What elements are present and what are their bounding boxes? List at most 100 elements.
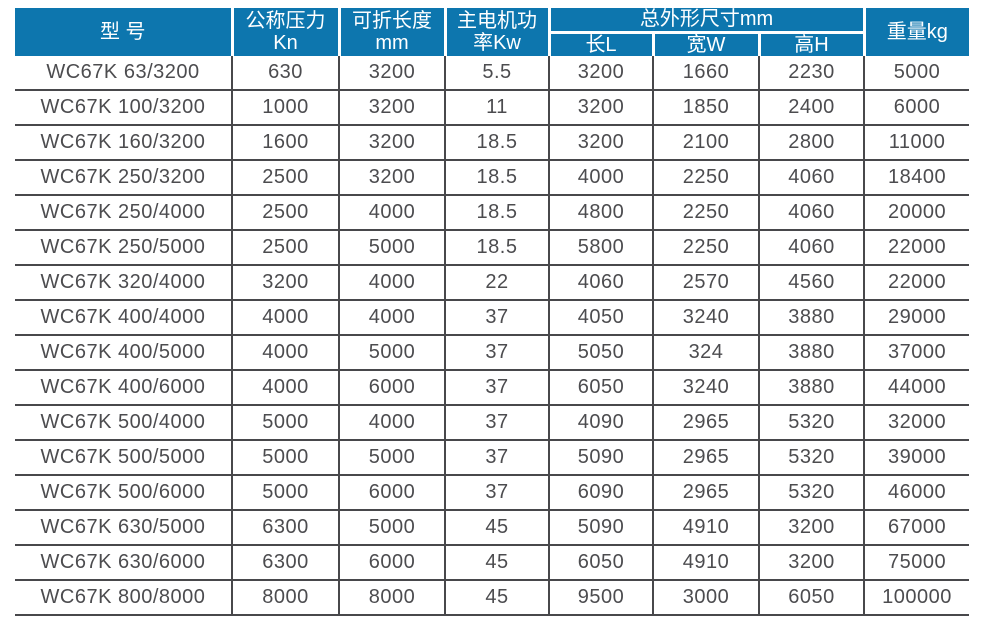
cell-dim-l: 3200 [548, 55, 654, 91]
spec-table-container: 型 号 公称压力 Kn 可折长度 mm 主电机功 率Kw 总外形尺寸mm 重量k… [15, 8, 970, 616]
cell-dim-l: 4050 [548, 298, 654, 336]
cell-weight: 22000 [863, 263, 970, 301]
cell-length: 4000 [338, 193, 446, 231]
cell-weight: 18400 [863, 158, 970, 196]
cell-model: WC67K 630/6000 [15, 543, 233, 581]
cell-length: 3200 [338, 158, 446, 196]
col-header-dim-l: 长L [547, 32, 653, 56]
cell-weight: 44000 [863, 368, 970, 406]
cell-dim-l: 4800 [548, 193, 654, 231]
cell-weight: 75000 [863, 543, 970, 581]
cell-pressure: 3200 [231, 263, 340, 301]
cell-dim-h: 4560 [757, 263, 866, 301]
cell-model: WC67K 400/6000 [15, 368, 233, 406]
cell-weight: 29000 [863, 298, 970, 336]
cell-pressure: 6300 [231, 508, 340, 546]
cell-dim-w: 2965 [652, 403, 760, 441]
cell-weight: 37000 [863, 333, 970, 371]
cell-power: 37 [444, 403, 550, 441]
cell-model: WC67K 250/4000 [15, 193, 233, 231]
col-header-power-line1: 主电机功 [457, 9, 537, 32]
cell-power: 37 [444, 298, 550, 336]
cell-dim-w: 324 [652, 333, 760, 371]
col-header-dim-h: 高H [757, 32, 865, 56]
cell-dim-h: 5320 [757, 438, 866, 476]
cell-power: 18.5 [444, 123, 550, 161]
cell-power: 45 [444, 543, 550, 581]
cell-dim-h: 5320 [757, 403, 866, 441]
cell-pressure: 630 [231, 55, 340, 91]
cell-model: WC67K 630/5000 [15, 508, 233, 546]
cell-dim-l: 3200 [548, 88, 654, 126]
cell-pressure: 4000 [231, 368, 340, 406]
cell-weight: 39000 [863, 438, 970, 476]
cell-length: 6000 [338, 543, 446, 581]
cell-length: 5000 [338, 228, 446, 266]
table-body: WC67K 63/3200 630 3200 5.5 3200 1660 223… [15, 55, 970, 616]
cell-dim-l: 4060 [548, 263, 654, 301]
cell-pressure: 8000 [231, 578, 340, 616]
cell-dim-h: 2800 [757, 123, 866, 161]
cell-length: 5000 [338, 333, 446, 371]
cell-pressure: 1000 [231, 88, 340, 126]
col-header-pressure: 公称压力 Kn [230, 8, 339, 56]
cell-length: 4000 [338, 298, 446, 336]
cell-power: 45 [444, 578, 550, 616]
cell-dim-h: 3200 [757, 508, 866, 546]
table-row: WC67K 250/3200 2500 3200 18.5 4000 2250 … [15, 158, 970, 196]
col-header-dimensions-group: 总外形尺寸mm [547, 8, 865, 34]
cell-pressure: 5000 [231, 473, 340, 511]
col-header-weight: 重量kg [862, 8, 970, 56]
cell-model: WC67K 63/3200 [15, 55, 233, 91]
cell-dim-h: 4060 [757, 228, 866, 266]
cell-length: 6000 [338, 473, 446, 511]
cell-weight: 46000 [863, 473, 970, 511]
table-row: WC67K 320/4000 3200 4000 22 4060 2570 45… [15, 263, 970, 301]
col-header-length: 可折长度 mm [337, 8, 445, 56]
cell-dim-h: 3200 [757, 543, 866, 581]
cell-power: 37 [444, 368, 550, 406]
table-row: WC67K 500/6000 5000 6000 37 6090 2965 53… [15, 473, 970, 511]
cell-power: 37 [444, 473, 550, 511]
cell-pressure: 4000 [231, 298, 340, 336]
cell-dim-w: 1660 [652, 55, 760, 91]
col-header-pressure-line1: 公称压力 [245, 9, 326, 32]
cell-length: 3200 [338, 88, 446, 126]
cell-weight: 100000 [863, 578, 970, 616]
cell-length: 3200 [338, 123, 446, 161]
table-row: WC67K 500/5000 5000 5000 37 5090 2965 53… [15, 438, 970, 476]
cell-dim-h: 2230 [757, 55, 866, 91]
cell-power: 37 [444, 438, 550, 476]
cell-model: WC67K 160/3200 [15, 123, 233, 161]
cell-model: WC67K 500/5000 [15, 438, 233, 476]
cell-dim-h: 4060 [757, 193, 866, 231]
table-row: WC67K 500/4000 5000 4000 37 4090 2965 53… [15, 403, 970, 441]
table-row: WC67K 400/4000 4000 4000 37 4050 3240 38… [15, 298, 970, 336]
cell-dim-l: 5090 [548, 508, 654, 546]
cell-dim-w: 2965 [652, 438, 760, 476]
cell-model: WC67K 800/8000 [15, 578, 233, 616]
cell-dim-w: 2250 [652, 158, 760, 196]
cell-length: 8000 [338, 578, 446, 616]
cell-dim-w: 2965 [652, 473, 760, 511]
cell-dim-l: 5800 [548, 228, 654, 266]
cell-dim-w: 1850 [652, 88, 760, 126]
table-row: WC67K 250/5000 2500 5000 18.5 5800 2250 … [15, 228, 970, 266]
cell-pressure: 4000 [231, 333, 340, 371]
table-row: WC67K 160/3200 1600 3200 18.5 3200 2100 … [15, 123, 970, 161]
cell-dim-h: 3880 [757, 333, 866, 371]
cell-model: WC67K 400/4000 [15, 298, 233, 336]
cell-pressure: 5000 [231, 403, 340, 441]
table-row: WC67K 400/6000 4000 6000 37 6050 3240 38… [15, 368, 970, 406]
col-header-pressure-line2: Kn [273, 31, 298, 54]
cell-dim-w: 4910 [652, 508, 760, 546]
table-row: WC67K 63/3200 630 3200 5.5 3200 1660 223… [15, 55, 970, 91]
spec-table: 型 号 公称压力 Kn 可折长度 mm 主电机功 率Kw 总外形尺寸mm 重量k… [15, 8, 970, 616]
cell-model: WC67K 250/3200 [15, 158, 233, 196]
cell-dim-l: 6050 [548, 368, 654, 406]
cell-dim-h: 3880 [757, 368, 866, 406]
cell-weight: 32000 [863, 403, 970, 441]
col-header-power-line2: 率Kw [473, 31, 521, 54]
cell-length: 4000 [338, 403, 446, 441]
